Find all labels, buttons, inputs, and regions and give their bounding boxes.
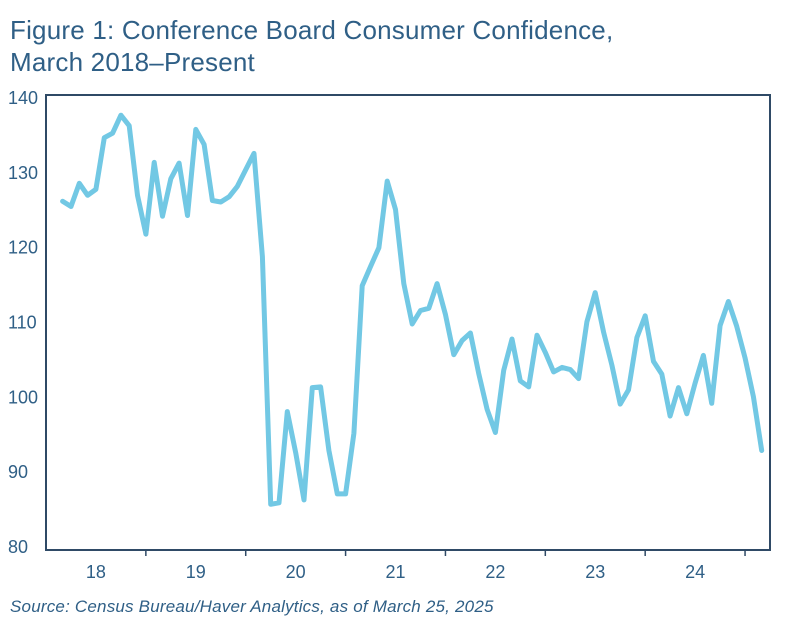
x-tick-label: 22 <box>485 562 505 582</box>
figure-title-line2: March 2018–Present <box>10 47 255 77</box>
x-tick-label: 20 <box>286 562 306 582</box>
y-tick-label: 80 <box>8 537 28 557</box>
y-tick-label: 140 <box>8 88 38 108</box>
source-note: Source: Census Bureau/Haver Analytics, a… <box>10 597 494 616</box>
figure-title-line1: Figure 1: Conference Board Consumer Conf… <box>10 15 614 45</box>
x-tick-label: 23 <box>585 562 605 582</box>
x-axis-ticks: 18 19 20 21 22 23 24 <box>86 550 746 582</box>
figure-title: Figure 1: Conference Board Consumer Conf… <box>10 14 710 78</box>
y-tick-label: 90 <box>8 462 28 482</box>
x-tick-label: 19 <box>186 562 206 582</box>
y-tick-label: 120 <box>8 238 38 258</box>
y-axis-ticks: 80 90 100 110 120 130 140 <box>8 88 38 557</box>
x-tick-label: 21 <box>386 562 406 582</box>
plot-frame <box>45 94 771 551</box>
x-tick-label: 24 <box>685 562 705 582</box>
x-tick-label: 18 <box>86 562 106 582</box>
series-line <box>60 112 765 507</box>
y-tick-label: 130 <box>8 163 38 183</box>
y-tick-label: 110 <box>8 313 37 333</box>
y-tick-label: 100 <box>8 387 38 407</box>
